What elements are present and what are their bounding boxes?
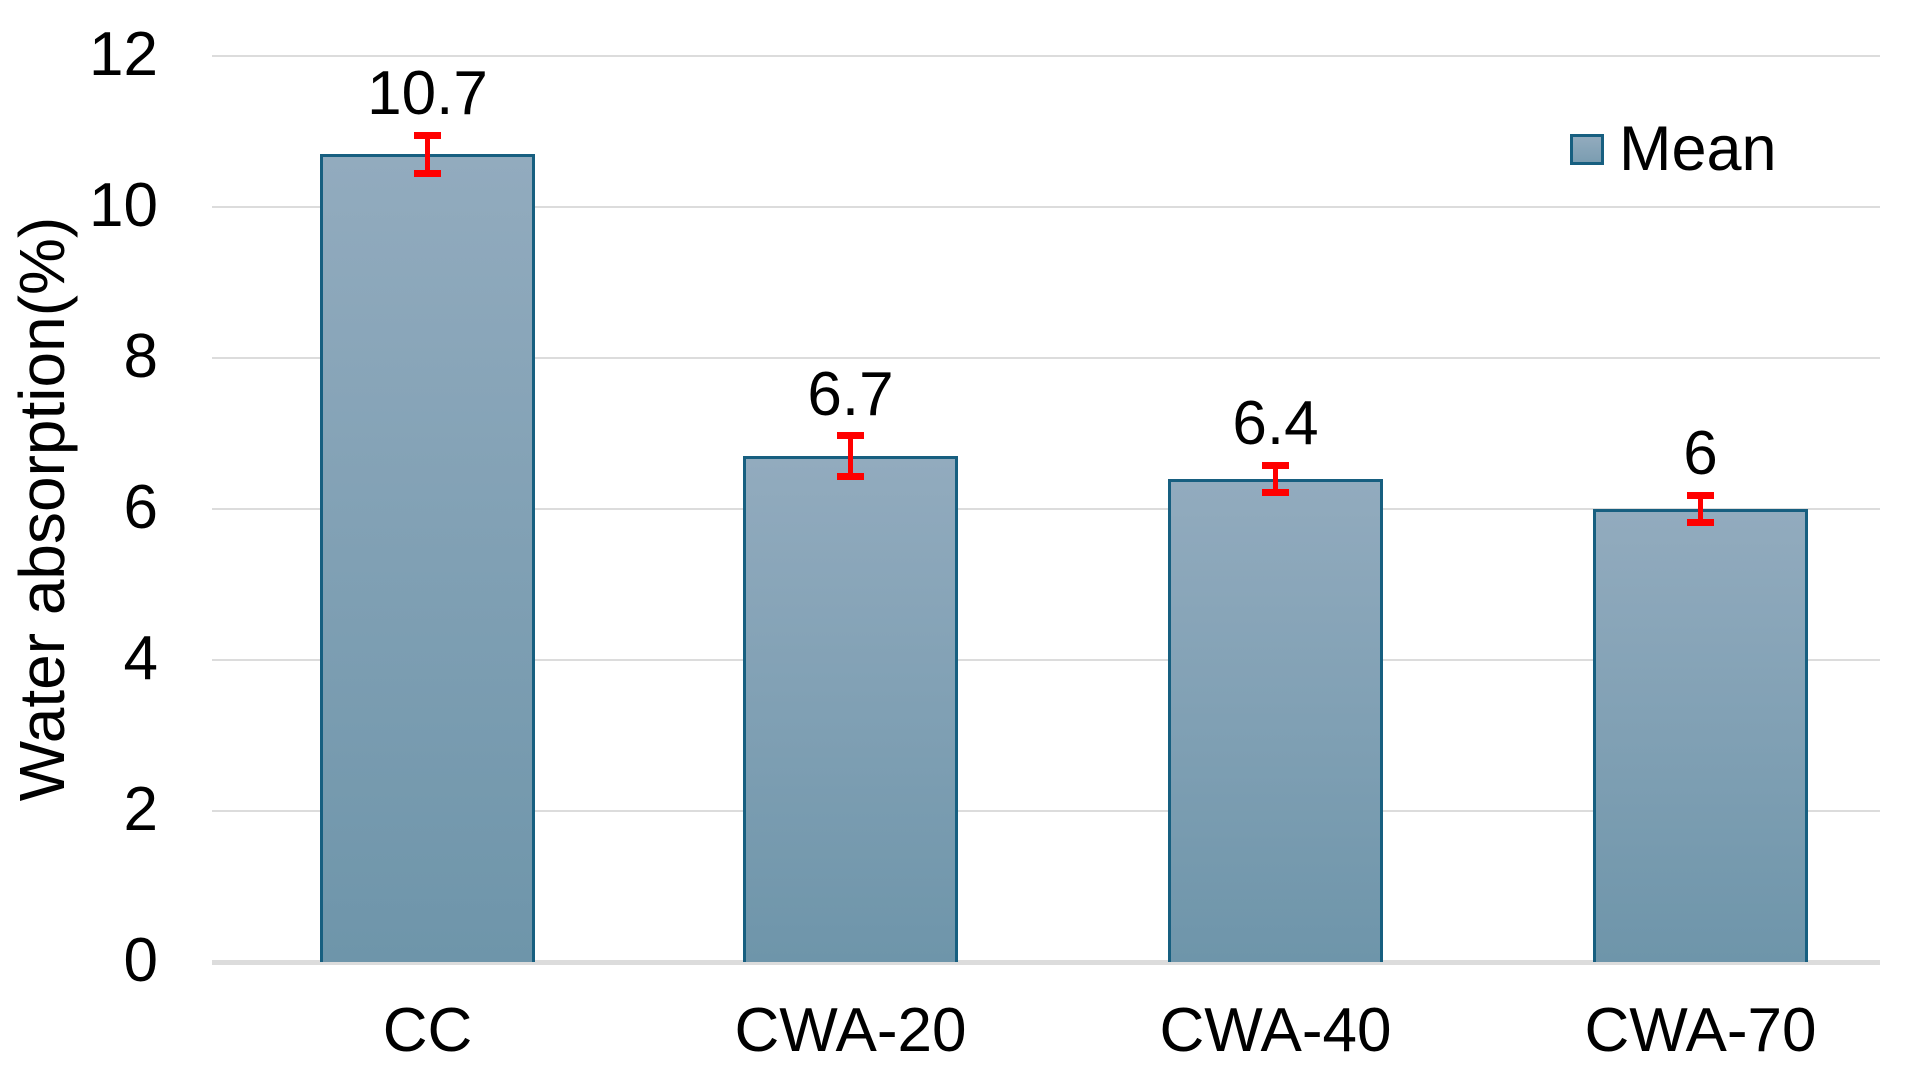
- bar: [743, 456, 958, 962]
- error-bar-cap: [1262, 461, 1289, 469]
- y-tick-label: 4: [123, 623, 158, 693]
- error-bar-cap: [1262, 488, 1289, 496]
- bar-value-label: 6.4: [1232, 389, 1319, 459]
- y-tick-label: 10: [89, 170, 158, 240]
- x-category-label: CWA-20: [734, 996, 967, 1065]
- x-category-label: CWA-40: [1159, 996, 1392, 1065]
- y-tick-label: 6: [123, 472, 158, 542]
- legend-label-mean: Mean: [1619, 114, 1777, 184]
- legend-swatch-icon: [1570, 134, 1604, 165]
- error-bar-cap: [414, 131, 441, 139]
- error-bar-cap: [837, 432, 864, 440]
- legend: Mean: [1570, 118, 1777, 181]
- bar: [1593, 509, 1808, 962]
- error-bar: [425, 135, 430, 174]
- error-bar-cap: [837, 473, 864, 481]
- gridline: [212, 357, 1880, 359]
- gridline: [212, 206, 1880, 208]
- x-category-label: CC: [382, 996, 473, 1065]
- error-bar: [848, 435, 853, 477]
- gridline: [212, 659, 1880, 661]
- bar: [320, 154, 535, 962]
- bar-value-label: 6.7: [807, 359, 894, 429]
- error-bar: [1273, 465, 1278, 493]
- y-tick-label: 2: [123, 774, 158, 844]
- gridline: [212, 55, 1880, 57]
- x-axis-line: [212, 960, 1880, 965]
- gridline: [212, 508, 1880, 510]
- y-tick-label: 0: [123, 925, 158, 995]
- error-bar: [1698, 495, 1703, 523]
- error-bar-cap: [1687, 519, 1714, 527]
- bar-value-label: 6: [1683, 419, 1718, 489]
- bar: [1168, 478, 1383, 962]
- y-tick-label: 8: [123, 321, 158, 391]
- error-bar-cap: [414, 169, 441, 177]
- x-category-label: CWA-70: [1584, 996, 1817, 1065]
- bar-value-label: 10.7: [367, 59, 488, 129]
- y-tick-label: 12: [89, 19, 158, 89]
- error-bar-cap: [1687, 491, 1714, 499]
- gridline: [212, 810, 1880, 812]
